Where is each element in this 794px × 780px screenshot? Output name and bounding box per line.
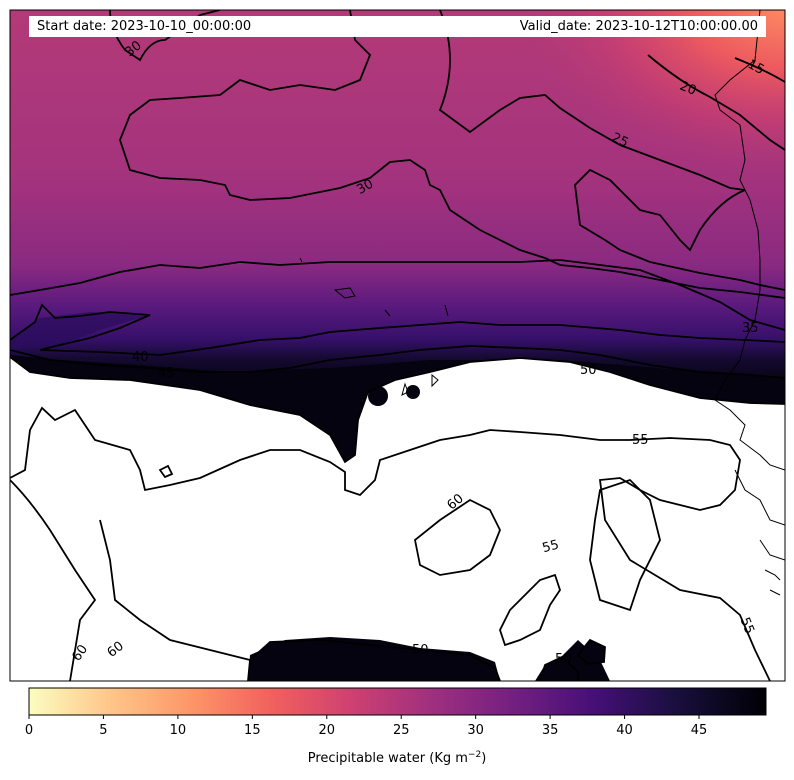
colorbar-tick-label: 25	[393, 723, 410, 738]
start-date-label: Start date: 2023-10-10_00:00:00	[29, 16, 389, 37]
contour-lines	[10, 10, 785, 681]
colorbar-tick-label: 0	[25, 723, 33, 738]
contour-25-b	[574, 168, 785, 291]
contour-label: 50	[412, 643, 429, 658]
contour-label: 55	[632, 433, 649, 448]
contour-60	[99, 519, 251, 661]
colorbar-tick-label: 5	[99, 723, 107, 738]
contour-55-c	[499, 573, 561, 647]
contour-label: 20	[677, 79, 698, 99]
colorbar-label: Precipitable water (Kg m−2)	[308, 750, 487, 766]
colorbar-tick-label: 30	[467, 723, 484, 738]
coastline	[299, 10, 785, 596]
contour-35	[10, 259, 785, 331]
colorbar-tick-label: 45	[691, 723, 708, 738]
colorbar-tick-label: 10	[170, 723, 187, 738]
map-frame	[9, 9, 786, 682]
colorbar-tick-label: 20	[319, 723, 336, 738]
contour-50-south-b	[539, 655, 579, 681]
contour-50-south	[247, 639, 501, 681]
contour-50	[10, 356, 785, 464]
contour-50-blob	[576, 638, 606, 665]
colorbar-tick-label: 15	[244, 723, 261, 738]
contour-label: 45	[158, 366, 175, 381]
contour-label: 15	[745, 57, 767, 78]
contour-15	[734, 57, 785, 83]
contour-label: 40	[132, 350, 149, 365]
contour-45	[10, 345, 785, 379]
contour-label: 25	[609, 130, 630, 151]
contour-55-b	[10, 479, 97, 681]
contour-40	[10, 303, 785, 356]
colorbar-ticks: 0 5 10 15 20 25 30 35 40 45	[25, 715, 707, 738]
colorbar-tick-label: 40	[616, 723, 633, 738]
contour-label: 35	[742, 321, 759, 336]
contour-55	[10, 406, 771, 681]
contour-label: 50	[555, 652, 572, 667]
contour-label: 50	[580, 363, 597, 378]
colorbar	[28, 687, 767, 716]
contour-60-d	[158, 464, 174, 479]
masked-region	[10, 357, 785, 681]
contour-label: 30	[354, 177, 376, 198]
precipitable-water-field	[10, 10, 785, 681]
contour-20	[647, 54, 785, 151]
contour-30	[119, 10, 785, 299]
contour-60-c	[589, 478, 661, 612]
contour-label: 55	[737, 615, 757, 636]
colorbar-tick-label: 35	[542, 723, 559, 738]
contour-25	[438, 10, 746, 191]
contour-label: 55	[541, 538, 561, 557]
valid-date-label: Valid_date: 2023-10-12T10:00:00.00	[389, 16, 766, 37]
contour-60-b	[414, 498, 501, 576]
